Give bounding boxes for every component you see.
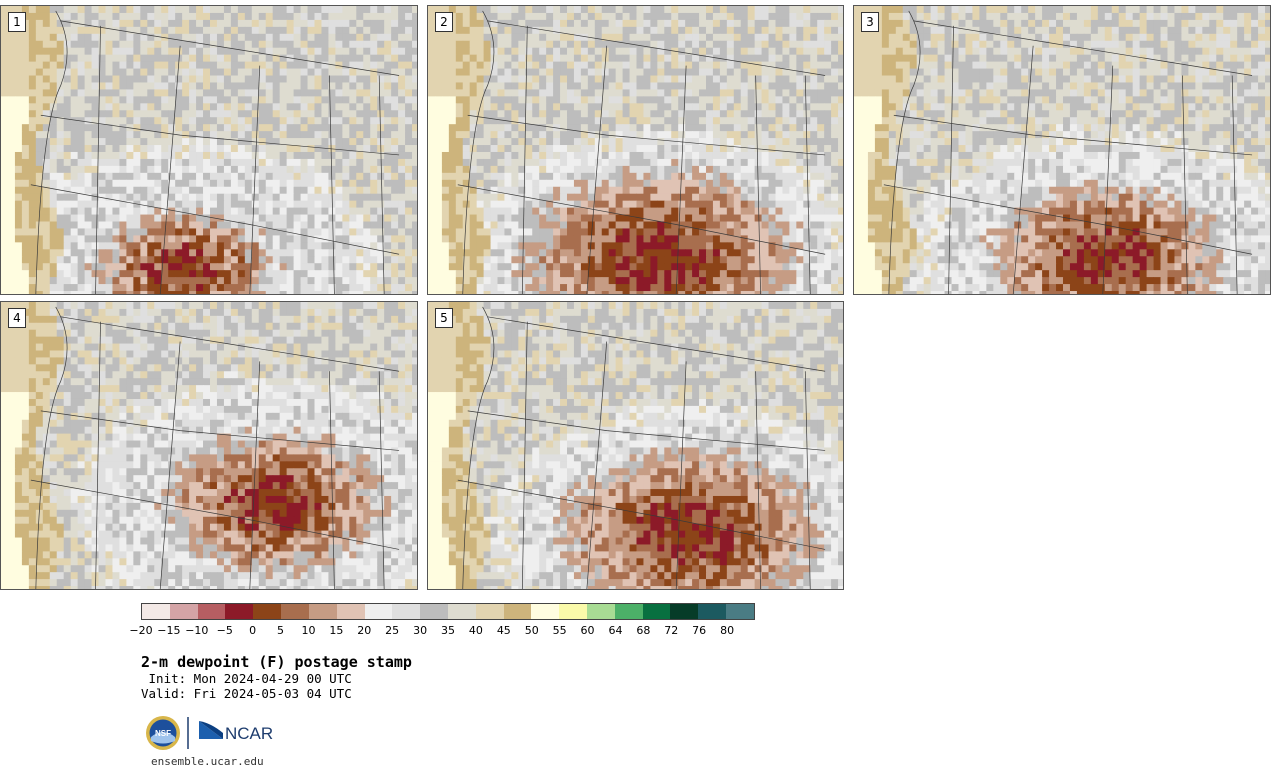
colorbar-swatch [698, 604, 727, 619]
colorbar-tick-label: −15 [157, 624, 181, 637]
valid-time: Valid: Fri 2024-05-03 04 UTC [141, 686, 352, 701]
dewpoint-map-5 [428, 302, 843, 589]
map-panel-1: 1 [0, 5, 418, 295]
colorbar-swatch [614, 604, 643, 619]
dewpoint-colorbar [141, 603, 755, 620]
colorbar-tick-label: −5 [216, 624, 233, 637]
colorbar-swatch [281, 604, 309, 619]
colorbar-swatch [336, 604, 365, 619]
colorbar-tick-label: 76 [692, 624, 707, 637]
panel-number-4: 4 [8, 308, 26, 328]
colorbar-tick-label: 80 [720, 624, 735, 637]
init-time: Init: Mon 2024-04-29 00 UTC [141, 671, 352, 686]
colorbar-swatch [447, 604, 476, 619]
colorbar-tick-label: 55 [552, 624, 567, 637]
colorbar-swatch [420, 604, 448, 619]
colorbar-tick-label: 40 [468, 624, 483, 637]
colorbar-tick-label: 10 [301, 624, 316, 637]
colorbar-tick-label: 30 [413, 624, 428, 637]
colorbar-swatch [587, 604, 615, 619]
panel-number-1: 1 [8, 12, 26, 32]
colorbar-tick-label: 68 [636, 624, 651, 637]
colorbar-tick-label: 5 [277, 624, 285, 637]
colorbar-tick-label: 72 [664, 624, 679, 637]
colorbar-tick-label: 50 [524, 624, 539, 637]
colorbar-swatch [253, 604, 282, 619]
colorbar-swatch [503, 604, 532, 619]
nsf-ncar-logo: NSF NCAR [146, 716, 273, 750]
dewpoint-map-1 [1, 6, 417, 294]
colorbar-tick-label: 20 [357, 624, 372, 637]
colorbar-swatch [475, 604, 504, 619]
colorbar-swatch [197, 604, 226, 619]
map-panel-5: 5 [427, 301, 844, 590]
colorbar-tick-label: 25 [385, 624, 400, 637]
colorbar-tick-label: 15 [329, 624, 344, 637]
map-title: 2-m dewpoint (F) postage stamp [141, 653, 412, 671]
map-panel-3: 3 [853, 5, 1271, 295]
ncar-logo-icon: NCAR [199, 721, 273, 743]
colorbar-swatch [726, 604, 754, 619]
colorbar-swatch [308, 604, 337, 619]
colorbar-tick-labels: −20 −15 −10 −5 0 5 10 15 20 25 30 35 40 45 50 55 60 64 68 7… [129, 624, 755, 638]
colorbar-swatch [364, 604, 393, 619]
colorbar-tick-label: −20 [129, 624, 153, 637]
map-panel-4: 4 [0, 301, 418, 590]
map-panel-2: 2 [427, 5, 844, 295]
colorbar-swatch [142, 604, 170, 619]
panel-number-2: 2 [435, 12, 453, 32]
colorbar-tick-label: 60 [580, 624, 595, 637]
colorbar-swatch [392, 604, 421, 619]
dewpoint-map-4 [1, 302, 417, 589]
colorbar-tick-label: 35 [441, 624, 455, 637]
dewpoint-map-2 [428, 6, 843, 294]
website-url: ensemble.ucar.edu [151, 755, 264, 768]
colorbar-swatch [642, 604, 671, 619]
colorbar-tick-label: 0 [249, 624, 257, 637]
colorbar-swatch [559, 604, 587, 619]
colorbar-tick-label: 64 [608, 624, 623, 637]
panel-number-3: 3 [861, 12, 879, 32]
colorbar-swatch [169, 604, 198, 619]
panel-number-5: 5 [435, 308, 453, 328]
nsf-seal-icon: NSF [146, 716, 180, 750]
colorbar-swatch [670, 604, 699, 619]
colorbar-tick-label: 45 [496, 624, 511, 637]
colorbar-swatch [225, 604, 254, 619]
colorbar-tick-label: −10 [185, 624, 209, 637]
dewpoint-map-3 [854, 6, 1270, 294]
colorbar-swatch [531, 604, 560, 619]
